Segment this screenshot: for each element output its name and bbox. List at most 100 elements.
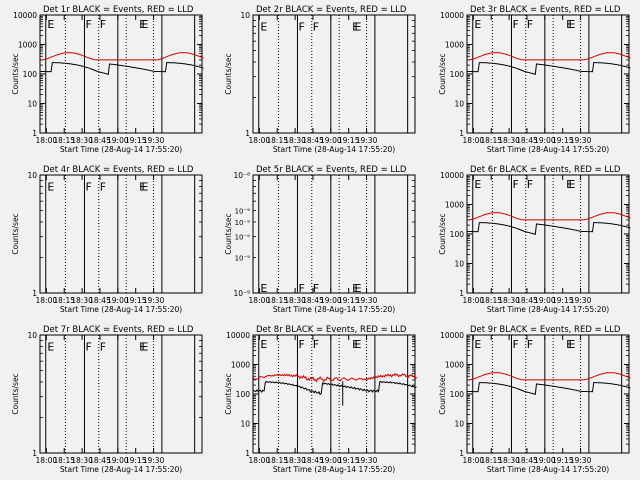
event-letter: E: [352, 20, 359, 33]
y-tick-label: 10000: [226, 331, 250, 340]
x-axis-label: Start Time (28-Aug-14 17:55:20): [60, 305, 182, 314]
y-tick-label: 10: [240, 420, 250, 429]
x-tick-label: 19:30: [143, 456, 165, 465]
event-letter: E: [141, 180, 148, 193]
y-tick-label: 1: [32, 449, 37, 458]
lld-series-line: [253, 372, 418, 383]
x-tick-label: 19:15: [338, 136, 360, 145]
x-tick-label: 18:15: [480, 136, 502, 145]
y-tick-label: 10: [454, 420, 464, 429]
event-letter: E: [141, 340, 148, 353]
x-axis-label: Start Time (28-Aug-14 17:55:20): [487, 305, 609, 314]
y-tick-label: 10: [454, 100, 464, 109]
x-axis-label: Start Time (28-Aug-14 17:55:20): [487, 145, 609, 154]
x-tick-label: 18:30: [498, 296, 520, 305]
x-tick-label: 19:30: [143, 296, 165, 305]
plot-frame: [39, 334, 203, 454]
y-tick-label: 1000: [445, 41, 464, 50]
x-tick-label: 18:45: [89, 296, 111, 305]
x-tick-label: 19:00: [534, 296, 556, 305]
y-tick-label: 1000: [445, 361, 464, 370]
x-tick-label: 18:30: [498, 456, 520, 465]
event-letter: E: [354, 338, 361, 351]
event-letter: E: [352, 282, 359, 295]
x-tick-label: 19:30: [356, 456, 378, 465]
event-letter: E: [354, 20, 361, 33]
x-tick-label: 18:45: [302, 136, 324, 145]
plot-frame: [252, 14, 416, 134]
x-tick-label: 18:45: [516, 296, 538, 305]
event-letter: E: [566, 18, 573, 31]
y-tick-label: 1: [32, 289, 37, 298]
y-axis-label: Counts/sec: [224, 53, 233, 94]
y-tick-label: 10000: [440, 331, 464, 340]
event-letter: E: [139, 180, 146, 193]
x-tick-label: 18:45: [516, 456, 538, 465]
events-series-line: [253, 380, 417, 396]
events-series-line: [467, 62, 631, 75]
x-tick-label: 18:30: [71, 456, 93, 465]
panel-title: Det 4r BLACK = Events, RED = LLD: [43, 165, 194, 175]
y-tick-label: 100: [23, 70, 38, 79]
x-tick-label: 19:30: [356, 296, 378, 305]
event-letter: F: [512, 178, 518, 191]
x-tick-label: 18:45: [302, 296, 324, 305]
y-axis-label: Counts/sec: [438, 213, 447, 254]
plot-frame: [466, 14, 630, 134]
event-letter: F: [527, 338, 533, 351]
event-letter: E: [139, 18, 146, 31]
x-axis-label: Start Time (28-Aug-14 17:55:20): [60, 145, 182, 154]
y-minor-label: 10⁻⁹: [235, 208, 251, 216]
x-tick-label: 18:30: [71, 136, 93, 145]
event-letter: F: [100, 180, 106, 193]
events-series-line: [467, 222, 631, 235]
x-tick-label: 19:00: [107, 456, 129, 465]
event-letter: F: [298, 20, 304, 33]
y-axis-label: Counts/sec: [11, 373, 20, 414]
event-letter: F: [527, 18, 533, 31]
y-tick-label: 100: [450, 230, 465, 239]
y-tick-label: 1: [459, 289, 464, 298]
event-letter: F: [313, 282, 319, 295]
x-tick-label: 19:30: [570, 456, 592, 465]
y-tick-label: 1000: [231, 361, 250, 370]
x-tick-label: 18:15: [53, 296, 75, 305]
x-tick-label: 19:15: [338, 456, 360, 465]
x-axis-label: Start Time (28-Aug-14 17:55:20): [273, 145, 395, 154]
lld-series-line: [467, 212, 631, 221]
detector-panel-5: Det 5r BLACK = Events, RED = LLD 10⁻⁹ 10⁻⁸…: [224, 165, 416, 314]
panel-title: Det 5r BLACK = Events, RED = LLD: [256, 165, 407, 175]
event-letter: F: [100, 18, 106, 31]
y-axis-label: Counts/sec: [224, 373, 233, 414]
panel-title: Det 2r BLACK = Events, RED = LLD: [256, 5, 407, 15]
y-tick-label: 1: [245, 129, 250, 138]
y-tick-label: 10: [454, 260, 464, 269]
x-tick-label: 19:00: [320, 136, 342, 145]
x-tick-label: 19:00: [534, 136, 556, 145]
event-letter: F: [298, 282, 304, 295]
x-tick-label: 19:15: [552, 456, 574, 465]
x-tick-label: 19:30: [570, 136, 592, 145]
y-minor-label: 10⁻⁹: [235, 254, 251, 262]
plot-frame: [466, 334, 630, 454]
event-letter: E: [47, 180, 54, 193]
x-tick-label: 19:00: [107, 296, 129, 305]
event-letter: E: [260, 338, 267, 351]
x-tick-label: 19:30: [570, 296, 592, 305]
x-tick-label: 18:30: [284, 136, 306, 145]
y-tick-label: 10: [27, 331, 37, 340]
y-tick-label: 1: [459, 129, 464, 138]
event-letter: E: [568, 338, 575, 351]
detector-panel-6: Det 6r BLACK = Events, RED = LLD 1 10 100 10…: [438, 165, 631, 314]
y-tick-label: 100: [450, 70, 465, 79]
detector-panel-3: Det 3r BLACK = Events, RED = LLD 1 10 100 10…: [438, 5, 631, 154]
y-axis-label: Counts/sec: [11, 213, 20, 254]
x-tick-label: 18:00: [249, 296, 271, 305]
x-tick-label: 18:00: [36, 456, 58, 465]
event-letter: E: [474, 18, 481, 31]
plot-frame: [466, 174, 630, 294]
detector-panel-1: Det 1r BLACK = Events, RED = LLD 1 10 100 10…: [11, 5, 204, 154]
x-tick-label: 18:00: [463, 136, 485, 145]
y-tick-label: 10: [240, 11, 250, 20]
event-letter: F: [313, 20, 319, 33]
